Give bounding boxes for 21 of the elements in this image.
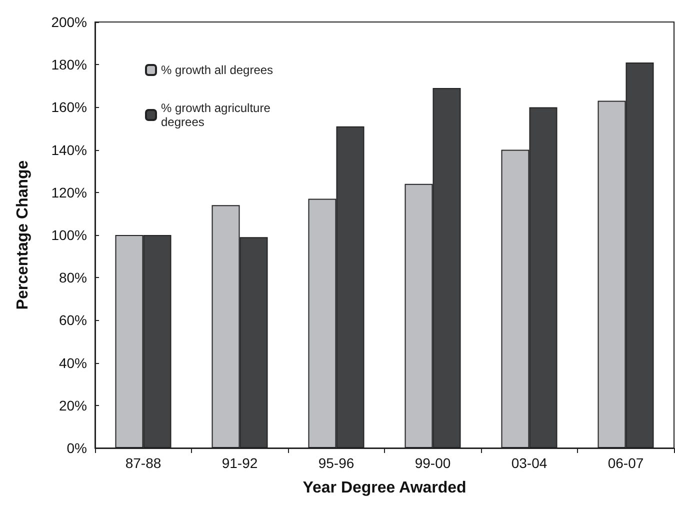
x-tick-label: 99-00 [414, 455, 451, 471]
y-tick-label: 200% [51, 14, 87, 30]
y-tick-label: 20% [58, 397, 87, 414]
y-tick-label: 60% [58, 312, 87, 328]
y-tick-label: 100% [51, 227, 87, 243]
y-axis-title: Percentage Change [14, 160, 32, 310]
legend-label: % growth all degrees [161, 63, 274, 77]
x-tick-label: 91-92 [222, 455, 258, 471]
y-tick-label: 180% [51, 56, 87, 73]
x-tick-label: 06-07 [608, 455, 644, 471]
y-tick-label: 0% [66, 440, 87, 456]
x-tick-label: 95-96 [318, 455, 354, 471]
y-tick-label: 80% [58, 270, 87, 286]
x-tick-label: 87-88 [125, 455, 162, 471]
y-tick-label: 160% [51, 99, 87, 116]
y-tick-label: 140% [51, 142, 87, 158]
x-tick-label: 03-04 [511, 455, 548, 471]
legend-label: % growth agriculture degrees [161, 101, 274, 129]
y-tick-label: 120% [51, 184, 87, 200]
y-tick-label: 40% [58, 354, 87, 371]
x-axis-title: Year Degree Awarded [302, 480, 466, 496]
